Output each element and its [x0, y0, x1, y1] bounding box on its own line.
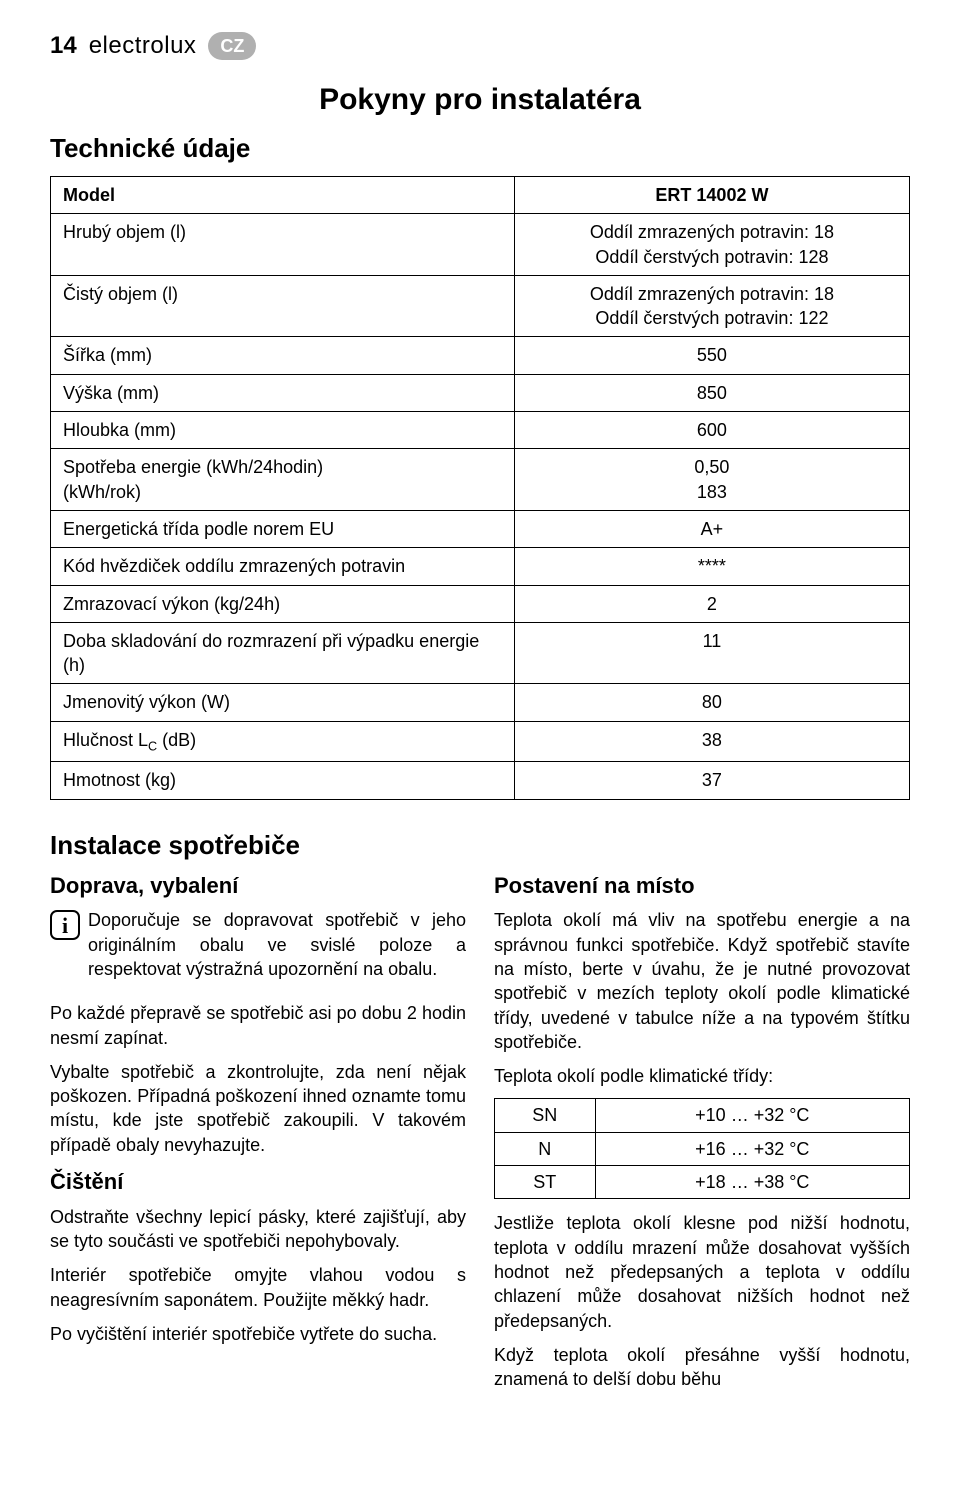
cleaning-p3: Po vyčištění interiér spotřebiče vytřete…	[50, 1322, 466, 1346]
climate-range: +18 … +38 °C	[595, 1166, 909, 1199]
table-row: Hlučnost LC (dB)38	[51, 721, 910, 762]
page-number: 14	[50, 30, 77, 62]
spec-label: Hlučnost LC (dB)	[51, 721, 515, 762]
table-row: Kód hvězdiček oddílu zmrazených potravin…	[51, 548, 910, 585]
spec-value: ERT 14002 W	[514, 176, 909, 213]
spec-value: ****	[514, 548, 909, 585]
table-row: Zmrazovací výkon (kg/24h)2	[51, 585, 910, 622]
climate-class: SN	[495, 1099, 596, 1132]
cleaning-p1: Odstraňte všechny lepicí pásky, které za…	[50, 1205, 466, 1254]
spec-value: 600	[514, 412, 909, 449]
spec-label: Jmenovitý výkon (W)	[51, 684, 515, 721]
spec-value: 0,50 183	[514, 449, 909, 511]
spec-label: Šířka (mm)	[51, 337, 515, 374]
climate-class: N	[495, 1132, 596, 1165]
language-badge: CZ	[208, 32, 256, 60]
placement-p1: Teplota okolí má vliv na spotřebu energi…	[494, 908, 910, 1054]
table-row: Spotřeba energie (kWh/24hodin) (kWh/rok)…	[51, 449, 910, 511]
transport-p2: Po každé přepravě se spotřebič asi po do…	[50, 1001, 466, 1050]
climate-range: +16 … +32 °C	[595, 1132, 909, 1165]
right-column: Postavení na místo Teplota okolí má vliv…	[494, 871, 910, 1402]
info-paragraph: Doporučuje se dopravovat spotřebič v jeh…	[88, 908, 466, 981]
transport-heading: Doprava, vybalení	[50, 871, 466, 901]
climate-range: +10 … +32 °C	[595, 1099, 909, 1132]
climate-class: ST	[495, 1166, 596, 1199]
table-row: SN+10 … +32 °C	[495, 1099, 910, 1132]
placement-p4: Když teplota okolí přesáhne vyšší hodnot…	[494, 1343, 910, 1392]
spec-value: Oddíl zmrazených potravin: 18 Oddíl čers…	[514, 275, 909, 337]
spec-value: Oddíl zmrazených potravin: 18 Oddíl čers…	[514, 214, 909, 276]
transport-p3: Vybalte spotřebič a zkontrolujte, zda ne…	[50, 1060, 466, 1157]
spec-value: 850	[514, 374, 909, 411]
spec-value: 37	[514, 762, 909, 799]
spec-label: Zmrazovací výkon (kg/24h)	[51, 585, 515, 622]
spec-value: A+	[514, 510, 909, 547]
table-row: Čistý objem (l)Oddíl zmrazených potravin…	[51, 275, 910, 337]
table-row: ModelERT 14002 W	[51, 176, 910, 213]
climate-table: SN+10 … +32 °CN+16 … +32 °CST+18 … +38 °…	[494, 1098, 910, 1199]
subtitle: Technické údaje	[50, 131, 910, 166]
spec-label: Energetická třída podle norem EU	[51, 510, 515, 547]
brand-name: electrolux	[89, 30, 197, 62]
table-row: Hmotnost (kg)37	[51, 762, 910, 799]
table-row: ST+18 … +38 °C	[495, 1166, 910, 1199]
placement-p2: Teplota okolí podle klimatické třídy:	[494, 1064, 910, 1088]
spec-label: Doba skladování do rozmrazení při výpadk…	[51, 622, 515, 684]
table-row: Doba skladování do rozmrazení při výpadk…	[51, 622, 910, 684]
spec-table: ModelERT 14002 WHrubý objem (l)Oddíl zmr…	[50, 176, 910, 800]
spec-label: Hmotnost (kg)	[51, 762, 515, 799]
placement-heading: Postavení na místo	[494, 871, 910, 901]
page-header: 14 electrolux CZ	[50, 30, 910, 62]
table-row: Jmenovitý výkon (W)80	[51, 684, 910, 721]
spec-value: 80	[514, 684, 909, 721]
spec-value: 550	[514, 337, 909, 374]
main-title: Pokyny pro instalatéra	[50, 80, 910, 121]
info-callout: i Doporučuje se dopravovat spotřebič v j…	[50, 908, 466, 991]
cleaning-heading: Čištění	[50, 1167, 466, 1197]
table-row: Energetická třída podle norem EUA+	[51, 510, 910, 547]
info-icon: i	[50, 910, 80, 940]
spec-label: Čistý objem (l)	[51, 275, 515, 337]
spec-label: Hloubka (mm)	[51, 412, 515, 449]
spec-label: Spotřeba energie (kWh/24hodin) (kWh/rok)	[51, 449, 515, 511]
left-column: Doprava, vybalení i Doporučuje se doprav…	[50, 871, 466, 1402]
spec-label: Výška (mm)	[51, 374, 515, 411]
table-row: Hloubka (mm)600	[51, 412, 910, 449]
spec-value: 2	[514, 585, 909, 622]
table-row: Šířka (mm)550	[51, 337, 910, 374]
placement-p3: Jestliže teplota okolí klesne pod nižší …	[494, 1211, 910, 1332]
cleaning-p2: Interiér spotřebiče omyjte vlahou vodou …	[50, 1263, 466, 1312]
table-row: Hrubý objem (l)Oddíl zmrazených potravin…	[51, 214, 910, 276]
section-title: Instalace spotřebiče	[50, 828, 910, 863]
spec-value: 11	[514, 622, 909, 684]
table-row: N+16 … +32 °C	[495, 1132, 910, 1165]
spec-label: Model	[51, 176, 515, 213]
two-column-layout: Doprava, vybalení i Doporučuje se doprav…	[50, 871, 910, 1402]
spec-label: Hrubý objem (l)	[51, 214, 515, 276]
table-row: Výška (mm)850	[51, 374, 910, 411]
spec-label: Kód hvězdiček oddílu zmrazených potravin	[51, 548, 515, 585]
spec-value: 38	[514, 721, 909, 762]
